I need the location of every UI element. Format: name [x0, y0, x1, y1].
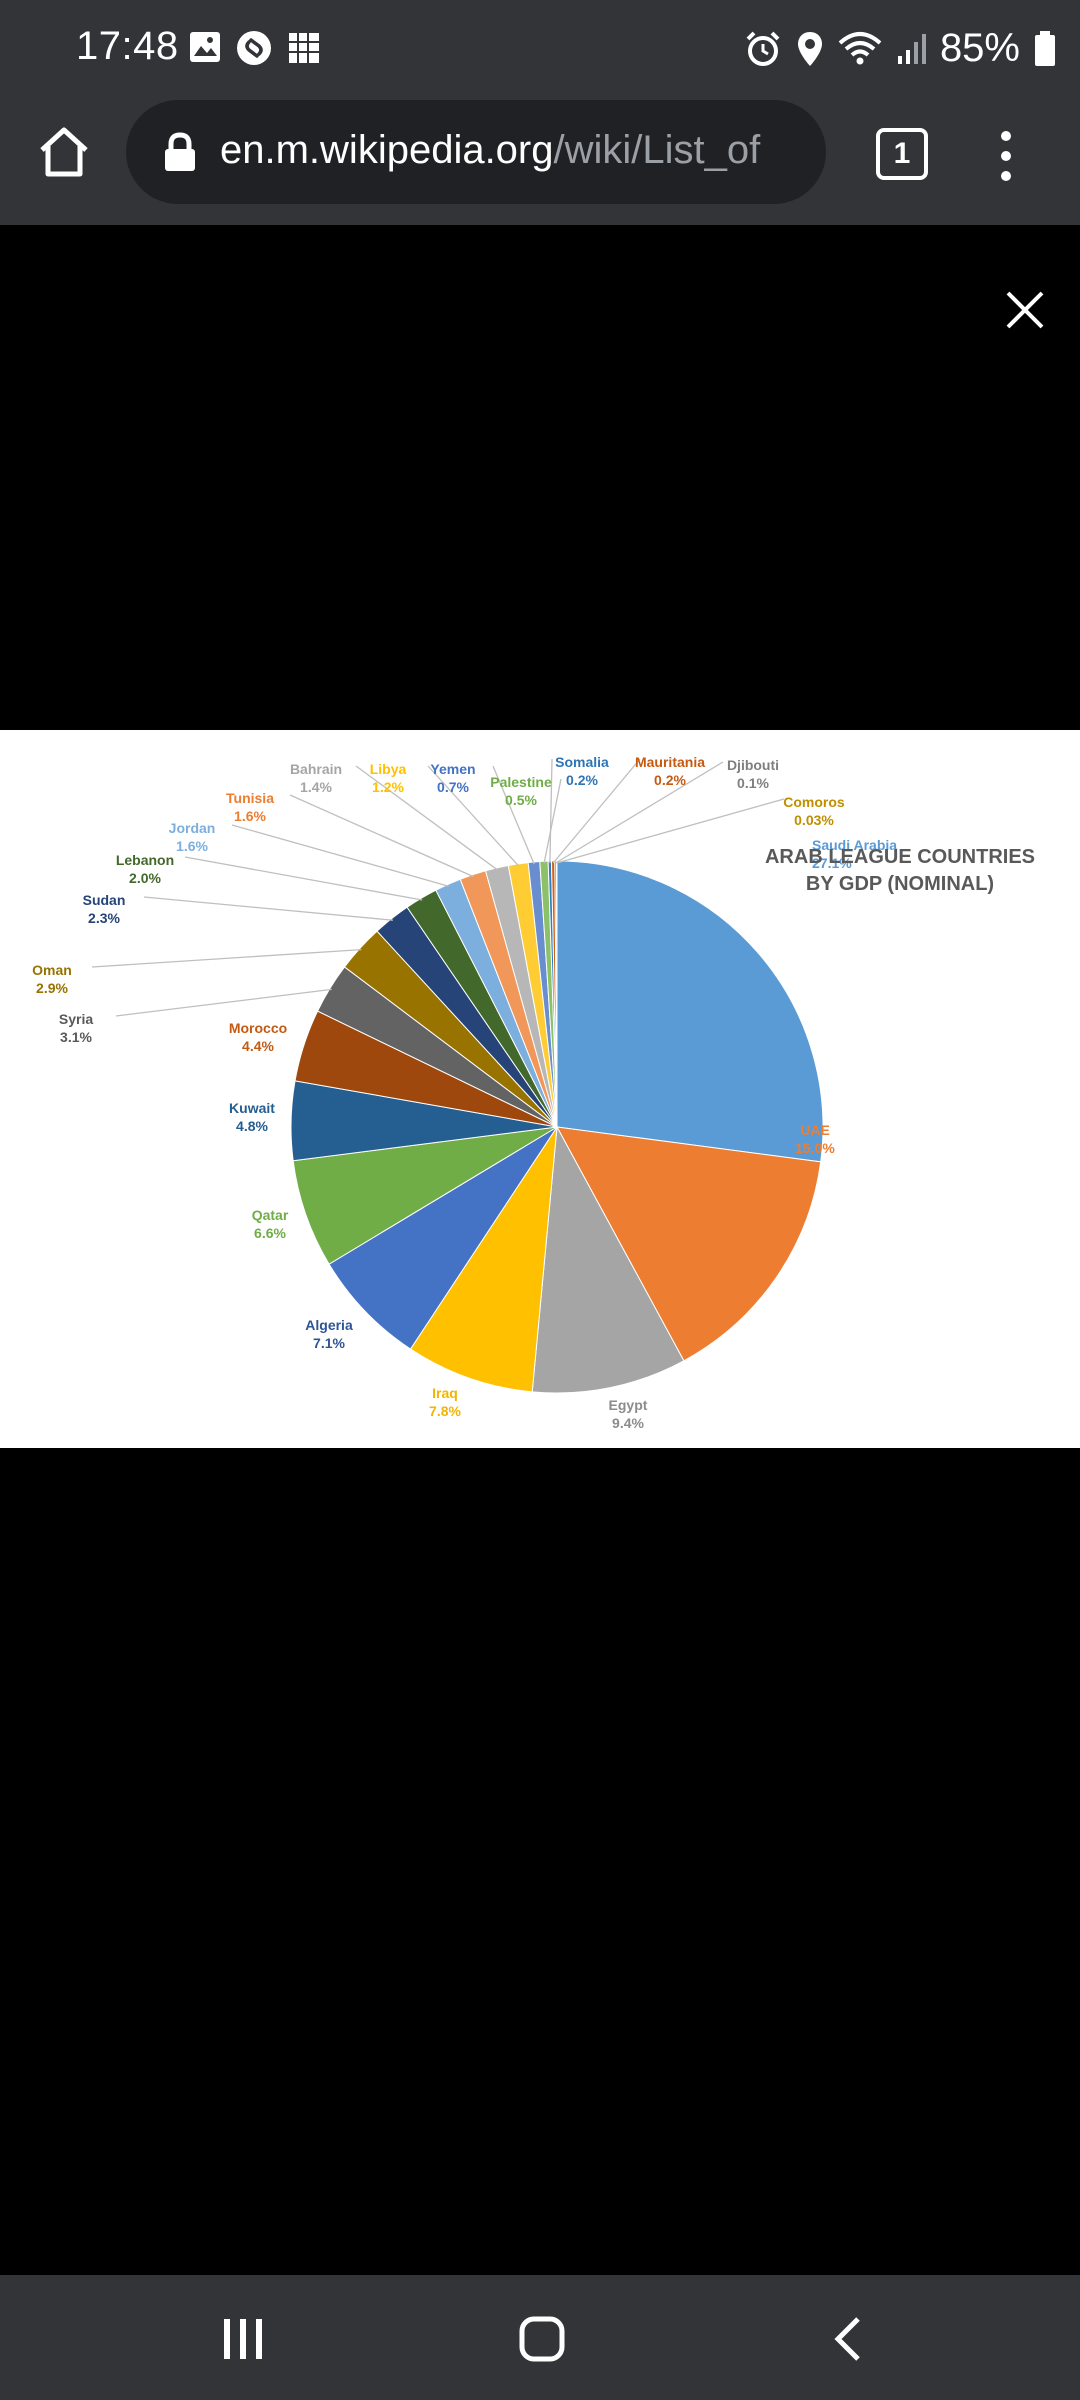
slice-labels: Saudi Arabia 27.1% UAE 15.0% Egypt 9.4% Iraq 7.…: [32, 754, 897, 1431]
slice-value-sudan: 2.3%: [88, 910, 120, 926]
leader-line-comoros: [556, 798, 785, 864]
slice-name-egypt: Egypt: [609, 1397, 648, 1413]
leader-line-mauritania: [552, 758, 641, 864]
slice-value-egypt: 9.4%: [612, 1415, 644, 1431]
address-bar[interactable]: en.m.wikipedia.org/wiki/List_of: [126, 100, 826, 204]
slice-value-djibouti: 0.1%: [737, 775, 769, 791]
slice-value-morocco: 4.4%: [242, 1038, 274, 1054]
system-icons: 85%: [744, 26, 1056, 71]
slice-name-palestine: Palestine: [490, 774, 552, 790]
chart-title-line1: ARAB LEAGUE COUNTRIES: [765, 846, 1035, 868]
slice-name-somalia: Somalia: [555, 754, 609, 770]
slice-name-sudan: Sudan: [83, 892, 126, 908]
lock-icon: [165, 132, 195, 171]
leader-line-jordan: [231, 824, 449, 887]
leader-line-syria: [115, 988, 332, 1017]
notification-icons: [188, 30, 322, 66]
url-path: /wiki/List_of: [553, 128, 761, 172]
leader-lines: [91, 758, 785, 1017]
alarm-icon: [746, 31, 780, 66]
leader-line-sudan: [143, 896, 393, 921]
slice-name-syria: Syria: [59, 1011, 93, 1027]
slice-name-mauritania: Mauritania: [635, 754, 705, 770]
recents-icon[interactable]: [220, 2315, 266, 2361]
slice-value-palestine: 0.5%: [505, 792, 537, 808]
slice-value-jordan: 1.6%: [176, 838, 208, 854]
leader-line-tunisia: [289, 794, 474, 878]
leader-line-palestine: [543, 778, 562, 864]
slice-name-algeria: Algeria: [305, 1317, 353, 1333]
slice-name-lebanon: Lebanon: [116, 852, 174, 868]
slice-name-morocco: Morocco: [229, 1020, 287, 1036]
shazam-icon: [237, 31, 271, 65]
slice-value-iraq: 7.8%: [429, 1403, 461, 1419]
pie-chart: Saudi Arabia 27.1% UAE 15.0% Egypt 9.4% Iraq 7.…: [32, 754, 1035, 1431]
system-navigation-bar: [0, 2275, 1080, 2400]
battery-percent: 85%: [939, 26, 1020, 70]
status-bar: 17:48: [0, 0, 1080, 100]
slice-value-libya: 1.2%: [372, 779, 404, 795]
pie-slice-algeria: [328, 1126, 558, 1350]
leader-line-bahrain: [355, 765, 498, 871]
chart-title-line2: BY GDP (NOMINAL): [806, 873, 994, 895]
pie-slices: [290, 860, 824, 1394]
location-icon: [797, 31, 822, 66]
slice-name-djibouti: Djibouti: [727, 757, 779, 773]
leader-line-oman: [91, 948, 362, 968]
slice-value-kuwait: 4.8%: [236, 1118, 268, 1134]
slice-value-algeria: 7.1%: [313, 1335, 345, 1351]
tab-switcher-button[interactable]: 1: [876, 128, 928, 180]
slice-value-uae: 15.0%: [795, 1140, 835, 1156]
slice-name-jordan: Jordan: [169, 820, 216, 836]
slice-name-iraq: Iraq: [432, 1385, 458, 1401]
home-icon[interactable]: [36, 124, 92, 180]
slice-value-syria: 3.1%: [60, 1029, 92, 1045]
browser-toolbar: en.m.wikipedia.org/wiki/List_of 1: [0, 100, 1080, 225]
leader-line-lebanon: [184, 856, 423, 901]
pie-slice-uae: [556, 1126, 822, 1362]
slice-value-lebanon: 2.0%: [129, 870, 161, 886]
pie-slice-egypt: [531, 1125, 685, 1394]
slice-name-qatar: Qatar: [252, 1207, 289, 1223]
wifi-icon: [838, 31, 882, 64]
slice-name-yemen: Yemen: [430, 761, 475, 777]
url-domain: en.m.wikipedia.org: [220, 128, 554, 172]
slice-name-uae: UAE: [800, 1122, 830, 1138]
slice-value-yemen: 0.7%: [437, 779, 469, 795]
slice-name-kuwait: Kuwait: [229, 1100, 275, 1116]
slice-value-comoros: 0.03%: [794, 812, 834, 828]
slice-name-libya: Libya: [370, 761, 407, 777]
leader-line-libya: [427, 765, 519, 867]
more-options-icon[interactable]: [994, 126, 1018, 186]
leader-line-yemen: [492, 765, 535, 865]
status-time: 17:48: [76, 24, 179, 68]
slice-name-tunisia: Tunisia: [226, 790, 274, 806]
slice-value-somalia: 0.2%: [566, 772, 598, 788]
slice-value-mauritania: 0.2%: [654, 772, 686, 788]
slice-name-comoros: Comoros: [783, 794, 845, 810]
slice-value-tunisia: 1.6%: [234, 808, 266, 824]
slice-name-bahrain: Bahrain: [290, 761, 342, 777]
close-icon[interactable]: [1000, 285, 1050, 335]
slice-name-oman: Oman: [32, 962, 72, 978]
gallery-icon: [190, 32, 220, 62]
home-icon[interactable]: [518, 2315, 566, 2363]
slice-value-qatar: 6.6%: [254, 1225, 286, 1241]
leader-line-djibouti: [555, 761, 724, 864]
battery-icon: [1035, 30, 1055, 66]
signal-icon: [897, 33, 926, 64]
url-text[interactable]: en.m.wikipedia.org/wiki/List_of: [220, 128, 810, 173]
pie-slice-qatar: [292, 1126, 558, 1265]
pie-slice-iraq: [409, 1126, 558, 1393]
slice-value-oman: 2.9%: [36, 980, 68, 996]
leader-line-somalia: [549, 758, 553, 864]
pie-slice-comoros: [555, 860, 558, 1128]
app-icon: [289, 33, 319, 63]
slice-value-saudi-arabia: 27.1%: [812, 855, 852, 871]
slice-name-saudi-arabia: Saudi Arabia: [812, 837, 897, 853]
back-icon[interactable]: [830, 2315, 866, 2363]
chart-image: Saudi Arabia 27.1% UAE 15.0% Egypt 9.4% Iraq 7.…: [0, 730, 1080, 1448]
slice-value-bahrain: 1.4%: [300, 779, 332, 795]
pie-slice-saudi-arabia: [556, 860, 824, 1163]
